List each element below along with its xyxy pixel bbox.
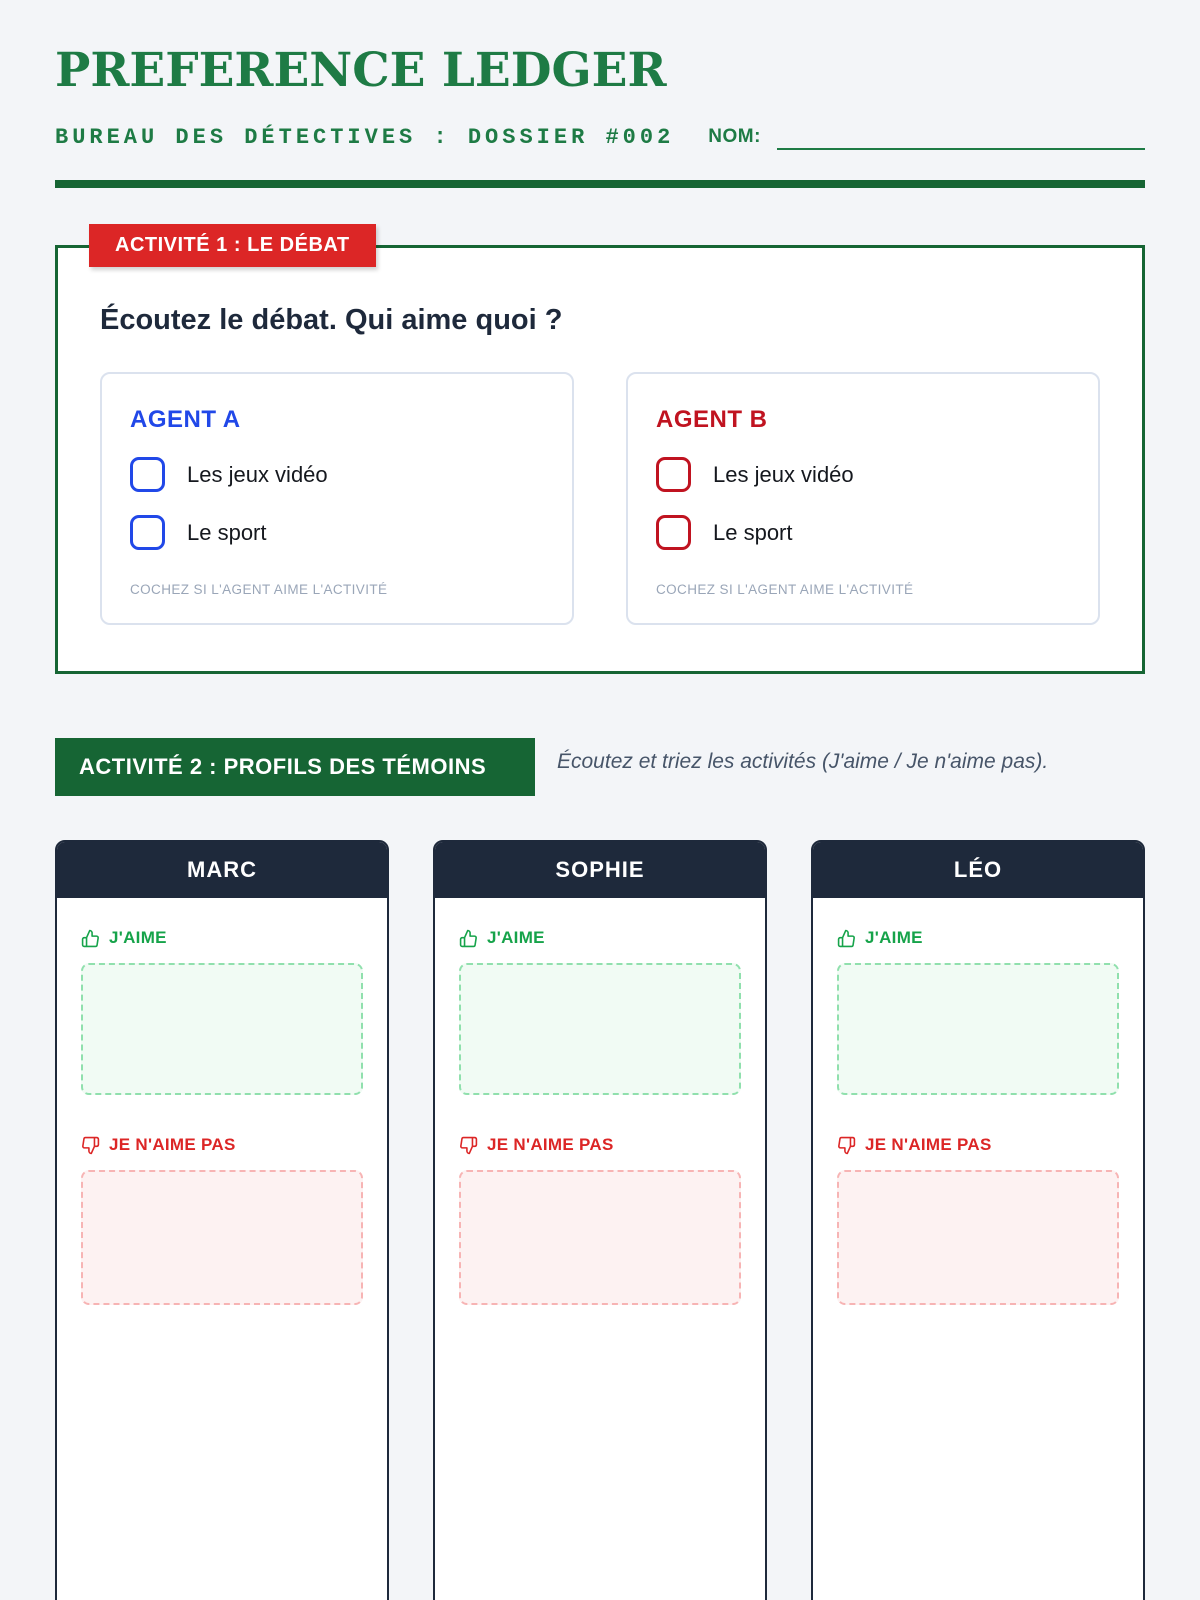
agent-b-option-sport: Le sport [656, 515, 1070, 551]
dislike-section: JE N'AIME PAS [81, 1135, 363, 1306]
agent-b-checkbox-jeux[interactable] [656, 457, 691, 493]
like-label-row: J'AIME [81, 928, 363, 948]
dislike-label-row: JE N'AIME PAS [837, 1135, 1119, 1155]
like-section: J'AIME [837, 928, 1119, 1096]
agent-b-title: AGENT B [656, 406, 768, 434]
thumbs-up-icon [459, 929, 477, 947]
witness-card-marc: MARC J'AIME JE N'AIME PAS [55, 840, 389, 1600]
dislike-label-row: JE N'AIME PAS [81, 1135, 363, 1155]
witness-name: LÉO [813, 842, 1143, 899]
like-label: J'AIME [865, 928, 923, 948]
like-label-row: J'AIME [837, 928, 1119, 948]
option-label: Le sport [713, 519, 793, 545]
like-dropzone[interactable] [837, 963, 1119, 1096]
dislike-label: JE N'AIME PAS [487, 1135, 614, 1155]
dislike-label: JE N'AIME PAS [865, 1135, 992, 1155]
thumbs-down-icon [838, 1136, 856, 1154]
agent-b-option-jeux: Les jeux vidéo [656, 457, 1070, 493]
like-section: J'AIME [459, 928, 741, 1096]
page-title: PREFERENCE LEDGER [55, 43, 667, 98]
activity-1-question: Écoutez le débat. Qui aime quoi ? [100, 304, 563, 337]
agent-a-checkbox-jeux[interactable] [130, 457, 165, 493]
option-label: Les jeux vidéo [187, 461, 328, 487]
agent-a-checkbox-sport[interactable] [130, 515, 165, 551]
activity-1-badge: ACTIVITÉ 1 : LE DÉBAT [89, 224, 376, 268]
name-field-group: NOM: [708, 126, 1145, 151]
header-subrow: BUREAU DES DÉTECTIVES : DOSSIER #002 NOM… [55, 125, 1145, 151]
witness-body: J'AIME JE N'AIME PAS [813, 898, 1143, 1335]
agent-b-hint: COCHEZ SI L'AGENT AIME L'ACTIVITÉ [656, 582, 914, 598]
like-section: J'AIME [81, 928, 363, 1096]
witness-body: J'AIME JE N'AIME PAS [435, 898, 765, 1335]
activity-2-instruction: Écoutez et triez les activités (J'aime /… [557, 750, 1049, 774]
like-label-row: J'AIME [459, 928, 741, 948]
dislike-dropzone[interactable] [81, 1170, 363, 1306]
activity-2-badge: ACTIVITÉ 2 : PROFILS DES TÉMOINS [55, 738, 535, 797]
agent-cards-row: AGENT A Les jeux vidéo Le sport COCHEZ S… [100, 372, 1100, 626]
activity-2-section: ACTIVITÉ 2 : PROFILS DES TÉMOINS Écoutez… [55, 738, 1145, 1600]
thumbs-up-icon [837, 929, 855, 947]
dislike-dropzone[interactable] [459, 1170, 741, 1306]
activity-2-header: ACTIVITÉ 2 : PROFILS DES TÉMOINS Écoutez… [55, 738, 1145, 797]
thumbs-down-icon [82, 1136, 100, 1154]
name-input-line[interactable] [776, 126, 1145, 151]
activity-1-section: ACTIVITÉ 1 : LE DÉBAT Écoutez le débat. … [55, 224, 1145, 675]
dislike-label: JE N'AIME PAS [109, 1135, 236, 1155]
name-label: NOM: [708, 126, 761, 148]
dislike-section: JE N'AIME PAS [837, 1135, 1119, 1306]
witness-name: SOPHIE [435, 842, 765, 899]
dislike-label-row: JE N'AIME PAS [459, 1135, 741, 1155]
option-label: Les jeux vidéo [713, 461, 854, 487]
thumbs-up-icon [81, 929, 99, 947]
like-dropzone[interactable] [81, 963, 363, 1096]
case-subtitle: BUREAU DES DÉTECTIVES : DOSSIER #002 [55, 125, 675, 151]
witness-columns-row: MARC J'AIME JE N'AIME PAS [55, 840, 1145, 1600]
agent-b-checkbox-sport[interactable] [656, 515, 691, 551]
witness-name: MARC [57, 842, 387, 899]
dislike-dropzone[interactable] [837, 1170, 1119, 1306]
activity-1-box: Écoutez le débat. Qui aime quoi ? AGENT … [55, 245, 1145, 675]
agent-a-option-sport: Le sport [130, 515, 544, 551]
option-label: Le sport [187, 519, 267, 545]
dislike-section: JE N'AIME PAS [459, 1135, 741, 1306]
agent-a-hint: COCHEZ SI L'AGENT AIME L'ACTIVITÉ [130, 582, 388, 598]
thumbs-down-icon [460, 1136, 478, 1154]
like-label: J'AIME [109, 928, 167, 948]
agent-a-option-jeux: Les jeux vidéo [130, 457, 544, 493]
like-dropzone[interactable] [459, 963, 741, 1096]
witness-card-sophie: SOPHIE J'AIME JE N'AIME PAS [433, 840, 767, 1600]
witness-body: J'AIME JE N'AIME PAS [57, 898, 387, 1335]
header-divider [55, 180, 1145, 189]
agent-a-card: AGENT A Les jeux vidéo Le sport COCHEZ S… [100, 372, 574, 626]
like-label: J'AIME [487, 928, 545, 948]
agent-a-title: AGENT A [130, 406, 241, 434]
agent-b-card: AGENT B Les jeux vidéo Le sport COCHEZ S… [626, 372, 1100, 626]
witness-card-leo: LÉO J'AIME JE N'AIME PAS [811, 840, 1145, 1600]
